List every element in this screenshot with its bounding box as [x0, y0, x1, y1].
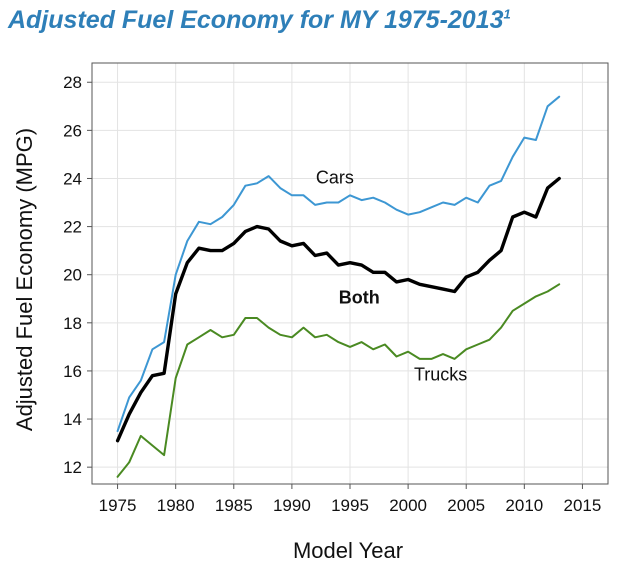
y-tick-label: 26: [63, 121, 82, 140]
y-axis-label: Adjusted Fuel Economy (MPG): [12, 128, 37, 431]
x-tick-label: 1985: [215, 496, 253, 515]
y-tick-label: 18: [63, 314, 82, 333]
y-tick-label: 20: [63, 266, 82, 285]
chart-title: Adjusted Fuel Economy for MY 1975-20131: [8, 6, 511, 35]
x-tick-label: 2015: [564, 496, 602, 515]
series-line-trucks: [116, 283, 561, 478]
x-tick-label: 1980: [157, 496, 195, 515]
series-label-trucks: Trucks: [414, 365, 467, 385]
series-label-both: Both: [339, 288, 380, 308]
series-line-both: [115, 176, 561, 443]
y-tick-label: 14: [63, 410, 82, 429]
x-tick-label: 1995: [331, 496, 369, 515]
y-tick-label: 24: [63, 169, 82, 188]
y-tick-label: 28: [63, 73, 82, 92]
y-tick-label: 22: [63, 218, 82, 237]
series-label-cars: Cars: [316, 167, 354, 187]
y-tick-label: 16: [63, 362, 82, 381]
x-tick-label: 1975: [99, 496, 137, 515]
y-tick-label: 12: [63, 458, 82, 477]
series-line-cars: [116, 95, 561, 433]
x-tick-label: 2000: [389, 496, 427, 515]
chart-title-text: Adjusted Fuel Economy for MY 1975-2013: [8, 6, 504, 34]
x-tick-label: 2010: [505, 496, 543, 515]
x-tick-label: 1990: [273, 496, 311, 515]
title-footnote-marker: 1: [503, 6, 511, 22]
x-axis-label: Model Year: [293, 538, 403, 563]
x-tick-label: 2005: [447, 496, 485, 515]
